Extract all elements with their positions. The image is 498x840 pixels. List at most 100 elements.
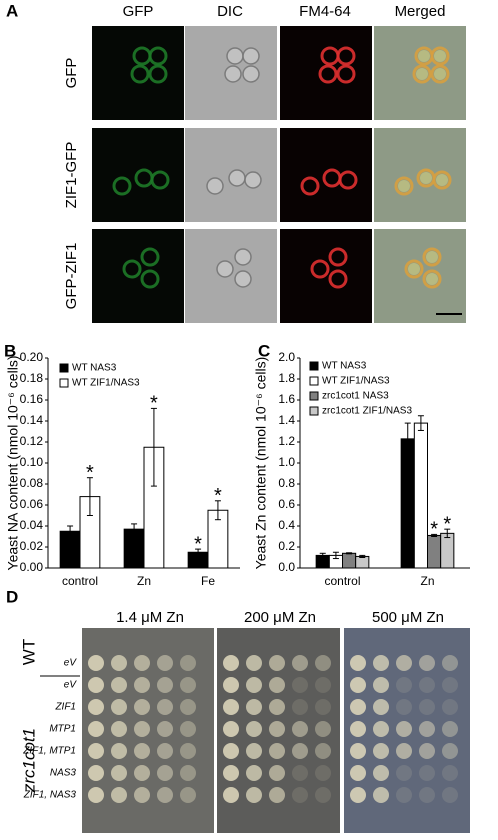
colony-spot [157,787,173,803]
legend-swatch [59,378,69,388]
colony-spot [419,787,435,803]
panel-letter: B [4,341,16,360]
colony-spot [350,765,366,781]
cell [426,251,438,263]
colony-spot [373,765,389,781]
cell [434,68,446,80]
y-tick-label: 1.6 [278,392,295,406]
cell [418,50,430,62]
colony-spot [419,655,435,671]
legend-swatch [309,361,319,371]
column-label: 200 μM Zn [244,609,316,626]
y-tick-label: 0.04 [20,518,44,532]
legend-swatch [309,391,319,401]
legend-swatch [59,363,69,373]
colony-spot [134,765,150,781]
row-label: NAS3 [50,768,77,779]
y-tick-label: 0.10 [20,455,44,469]
colony-spot [134,721,150,737]
column-label: 500 μM Zn [372,609,444,626]
colony-spot [269,677,285,693]
annotation: * [430,519,438,541]
colony-spot [315,743,331,759]
group-label: zrc1cot1 [19,728,38,793]
y-tick-label: 1.2 [278,434,295,448]
colony-spot [157,765,173,781]
colony-spot [350,743,366,759]
y-tick-label: 0.00 [20,560,44,574]
colony-spot [396,787,412,803]
y-tick-label: 0.16 [20,392,44,406]
colony-spot [396,677,412,693]
x-tick-label: Zn [420,574,434,588]
annotation: * [214,485,222,507]
colony-spot [419,677,435,693]
y-tick-label: 0.08 [20,476,44,490]
x-tick-label: Zn [137,574,151,588]
cell [328,269,348,289]
legend-label: zrc1cot1 NAS3 [322,391,389,402]
colony-spot [88,699,104,715]
colony-spot [419,699,435,715]
cell [130,64,150,84]
colony-spot [134,699,150,715]
colony-spot [373,787,389,803]
legend-label: WT ZIF1/NAS3 [72,378,140,389]
x-tick-label: Fe [201,574,215,588]
cell [244,171,262,189]
colony-spot [292,787,308,803]
colony-spot [442,787,458,803]
colony-spot [246,743,262,759]
panel-letter: C [258,341,270,360]
legend-label: zrc1cot1 ZIF1/NAS3 [322,406,412,417]
colony-spot [396,721,412,737]
cell [140,269,160,289]
cell [336,64,356,84]
colony-spot [246,699,262,715]
colony-spot [315,655,331,671]
plates [82,628,470,833]
colony-spot [350,655,366,671]
annotation: * [86,462,94,484]
colony-spot [88,743,104,759]
colony-spot [180,765,196,781]
row-label: GFP-ZIF1 [63,243,80,310]
y-axis-label: Yeast Zn content (nmol 10⁻⁶ cells) [253,357,269,570]
cell [132,46,152,66]
y-tick-label: 0.06 [20,497,44,511]
column-label: FM4-64 [299,3,351,20]
row-label: GFP [63,58,80,89]
row-label: ZIF1-GFP [63,142,80,209]
panel-letter: D [6,587,18,606]
colony-spot [88,787,104,803]
colony-spot [292,765,308,781]
colony-spot [223,677,239,693]
colony-spot [134,677,150,693]
colony-spot [396,655,412,671]
colony-spot [419,743,435,759]
cell [318,64,338,84]
cell [234,248,252,266]
colony-spot [269,743,285,759]
y-tick-label: 0.18 [20,371,44,385]
colony-spot [350,787,366,803]
colony-spot [180,677,196,693]
colony-spot [350,677,366,693]
cell [322,168,342,188]
y-axis-label: Yeast NA content (nmol 10⁻⁶ cells) [5,356,21,571]
cell [148,46,168,66]
colony-spot [373,699,389,715]
x-tick-label: control [324,574,360,588]
colony-spot [157,699,173,715]
y-tick-label: 0.0 [278,560,295,574]
colony-spot [111,787,127,803]
cell [416,68,428,80]
panel-letter: A [6,1,18,20]
cell [206,177,224,195]
colony-spot [373,655,389,671]
cell [310,259,330,279]
cell [408,263,420,275]
colony-spot [157,677,173,693]
bar [123,528,145,569]
cell [112,176,132,196]
